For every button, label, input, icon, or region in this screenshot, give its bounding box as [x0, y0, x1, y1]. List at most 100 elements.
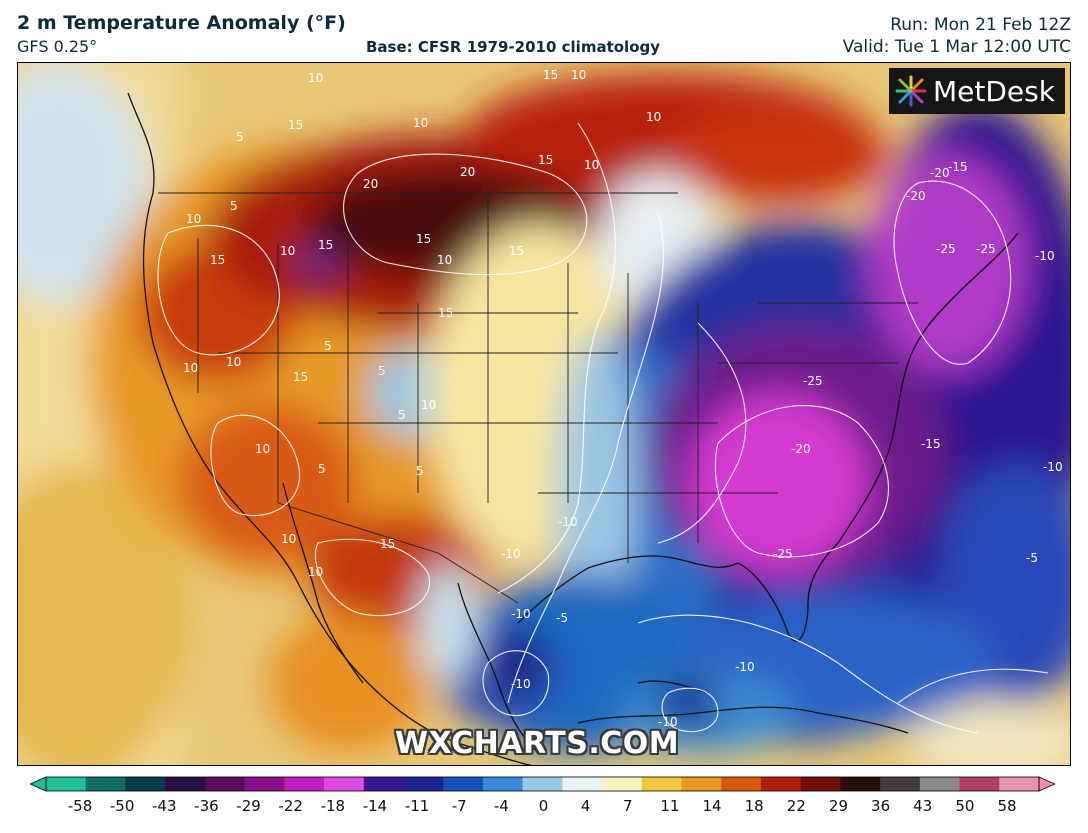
- svg-text:-15: -15: [948, 160, 968, 174]
- colorbar-segment: [800, 777, 841, 791]
- colorbar-frame: [45, 776, 1040, 792]
- colorbar-segment: [602, 777, 643, 791]
- svg-text:-25: -25: [976, 242, 996, 256]
- svg-text:5: 5: [378, 364, 386, 378]
- svg-text:10: 10: [226, 355, 241, 369]
- colorbar-segment: [562, 777, 603, 791]
- colorbar-segment: [46, 777, 87, 791]
- svg-text:5: 5: [230, 199, 238, 213]
- svg-text:-10: -10: [1043, 460, 1063, 474]
- svg-text:-10: -10: [558, 515, 578, 529]
- colorbar-tick-label: -11: [404, 797, 430, 815]
- contour-labels: 15 10 10 10 15 15 20 20 15 10 10 5 15 10…: [183, 68, 1063, 729]
- state-borders: [158, 192, 918, 604]
- svg-text:-10: -10: [511, 677, 531, 691]
- colorbar-tick-label: 14: [702, 797, 722, 815]
- colorbar-segment: [85, 777, 127, 791]
- svg-text:10: 10: [281, 532, 296, 546]
- colorbar-segment: [721, 777, 762, 791]
- svg-text:15: 15: [293, 370, 308, 384]
- colorbar-segment: [919, 777, 961, 791]
- colorbar: [30, 776, 1055, 792]
- colorbar-tick-label: 58: [997, 797, 1017, 815]
- colorbar-tick-label: -50: [109, 797, 135, 815]
- colorbar-tick-label: -14: [362, 797, 388, 815]
- svg-text:15: 15: [380, 537, 395, 551]
- anomaly-field: [18, 63, 1070, 765]
- svg-text:5: 5: [416, 464, 424, 478]
- svg-text:-15: -15: [921, 437, 941, 451]
- colorbar-tick-label: 50: [955, 797, 975, 815]
- svg-text:-10: -10: [511, 607, 531, 621]
- svg-text:10: 10: [308, 71, 323, 85]
- valid-time: Valid: Tue 1 Mar 12:00 UTC: [842, 37, 1071, 57]
- svg-text:15: 15: [438, 306, 453, 320]
- model-name: GFS 0.25°: [17, 37, 98, 56]
- climatology-base: Base: CFSR 1979-2010 climatology: [366, 38, 661, 56]
- metdesk-logo: MetDesk: [889, 68, 1065, 114]
- svg-text:10: 10: [183, 361, 198, 375]
- svg-text:-10: -10: [735, 660, 755, 674]
- svg-text:5: 5: [324, 339, 332, 353]
- colorbar-segment: [641, 777, 683, 791]
- svg-text:-20: -20: [906, 189, 926, 203]
- colorbar-tick-label: -18: [320, 797, 346, 815]
- svg-text:-25: -25: [773, 547, 793, 561]
- colorbar-tick-label: 29: [828, 797, 848, 815]
- svg-text:15: 15: [288, 118, 303, 132]
- svg-text:-5: -5: [1026, 551, 1038, 565]
- colorbar-segment: [840, 777, 881, 791]
- svg-text:-20: -20: [791, 442, 811, 456]
- colorbar-segment: [880, 777, 921, 791]
- colorbar-segment: [482, 777, 524, 791]
- logo-text: MetDesk: [933, 75, 1055, 108]
- svg-text:20: 20: [363, 177, 378, 191]
- colorbar-tick-label: -36: [194, 797, 219, 815]
- svg-text:-25: -25: [803, 374, 823, 388]
- colorbar-tick-label: 0: [538, 797, 549, 815]
- svg-text:10: 10: [584, 158, 599, 172]
- svg-text:10: 10: [571, 68, 586, 82]
- svg-text:10: 10: [437, 253, 452, 267]
- map-title: 2 m Temperature Anomaly (°F): [17, 12, 346, 34]
- svg-text:15: 15: [538, 153, 553, 167]
- colorbar-segment: [165, 777, 206, 791]
- colorbar-segment: [403, 777, 444, 791]
- contour-lines: [157, 122, 1049, 734]
- colorbar-tick-label: 43: [913, 797, 933, 815]
- svg-text:10: 10: [413, 116, 428, 130]
- colorbar-min-arrow: [30, 776, 47, 792]
- anomaly-map[interactable]: 15 10 10 10 15 15 20 20 15 10 10 5 15 10…: [17, 62, 1071, 766]
- svg-text:10: 10: [308, 565, 323, 579]
- svg-text:10: 10: [255, 442, 270, 456]
- svg-text:15: 15: [416, 232, 431, 246]
- svg-text:15: 15: [318, 238, 333, 252]
- svg-text:5: 5: [236, 130, 244, 144]
- colorbar-tick-label: 7: [622, 797, 633, 815]
- colorbar-tick-label: 4: [580, 797, 591, 815]
- colorbar-tick-label: 36: [871, 797, 891, 815]
- colorbar-segment: [324, 777, 365, 791]
- colorbar-segment: [363, 777, 405, 791]
- colorbar-tick-label: -4: [493, 797, 509, 815]
- colorbar-segment: [244, 777, 285, 791]
- colorbar-segment: [681, 777, 722, 791]
- colorbar-segment: [125, 777, 166, 791]
- svg-text:10: 10: [186, 212, 201, 226]
- metdesk-burst-icon: [895, 75, 927, 107]
- svg-text:-10: -10: [501, 547, 521, 561]
- colorbar-segment: [959, 777, 1000, 791]
- svg-text:-25: -25: [936, 242, 956, 256]
- colorbar-tick-label: -29: [236, 797, 261, 815]
- run-time: Run: Mon 21 Feb 12Z: [890, 15, 1071, 35]
- svg-text:10: 10: [421, 398, 436, 412]
- colorbar-segment: [284, 777, 325, 791]
- colorbar-tick-label: 22: [786, 797, 806, 815]
- svg-text:5: 5: [398, 408, 406, 422]
- svg-text:-10: -10: [1035, 249, 1055, 263]
- svg-text:15: 15: [509, 244, 524, 258]
- svg-text:-5: -5: [556, 611, 568, 625]
- svg-text:20: 20: [460, 165, 475, 179]
- colorbar-segment: [999, 777, 1040, 791]
- colorbar-tick-label: -7: [451, 797, 467, 815]
